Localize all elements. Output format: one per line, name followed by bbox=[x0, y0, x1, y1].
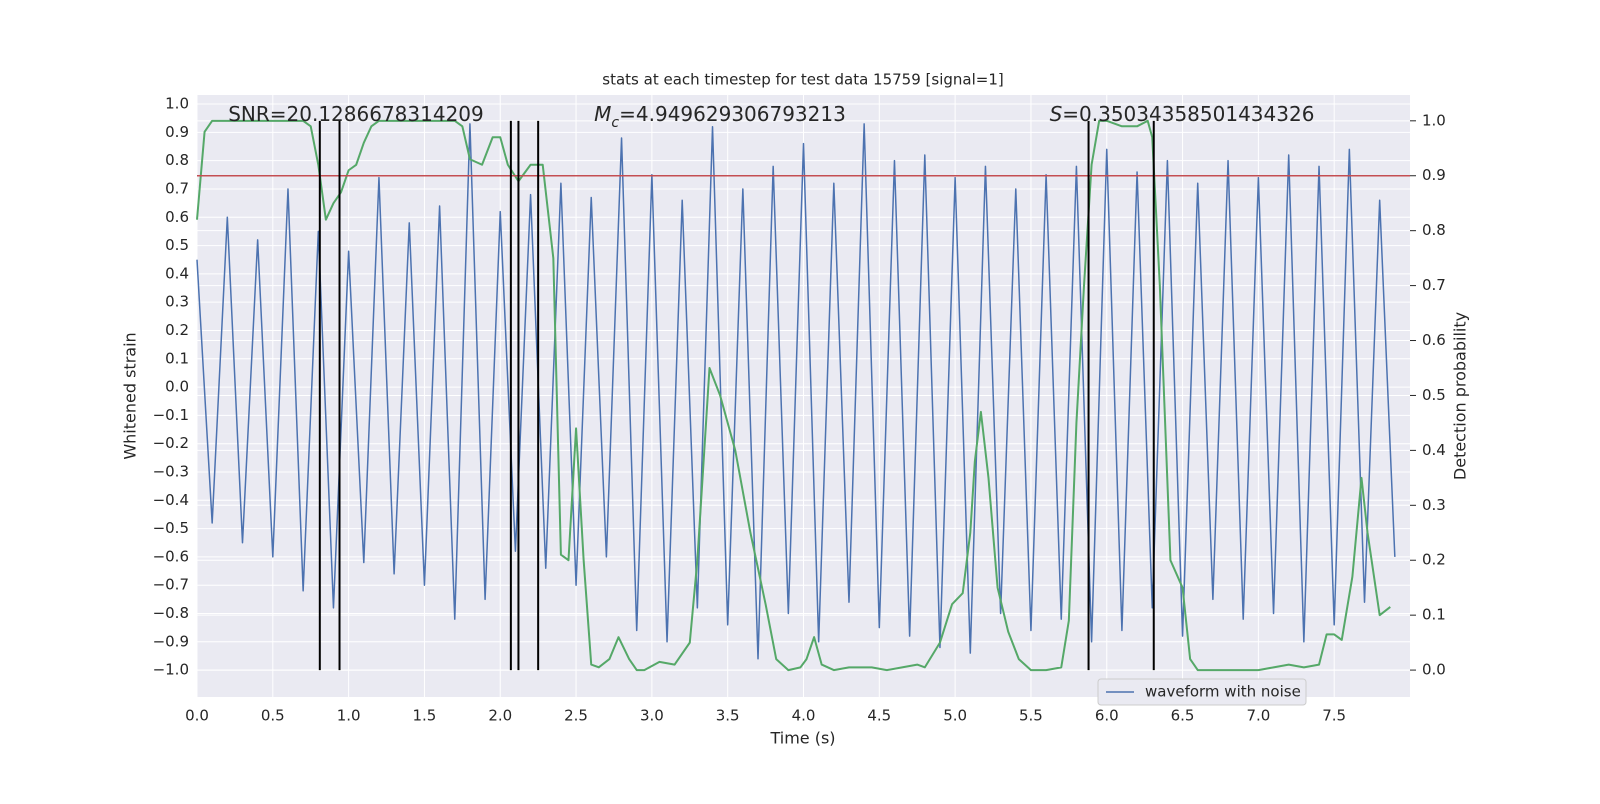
x-tick-label: 1.5 bbox=[413, 707, 437, 725]
x-tick-label: 1.0 bbox=[337, 707, 361, 725]
x-tick-label: 4.5 bbox=[867, 707, 891, 725]
y-tick-label: 0.0 bbox=[165, 378, 189, 396]
y-tick-label: −0.9 bbox=[153, 632, 189, 650]
series-line bbox=[196, 123, 1396, 660]
y-tick-label: −0.6 bbox=[153, 547, 189, 565]
x-tick-label: 4.0 bbox=[792, 707, 816, 725]
annotation: Mc=4.949629306793213 bbox=[594, 102, 846, 132]
annotation-subscript: c bbox=[611, 115, 619, 131]
y-tick-label: 0.1 bbox=[165, 349, 189, 367]
annotation: S=0.35034358501434326 bbox=[1050, 102, 1315, 126]
annotation-text: SNR=20.1286678314209 bbox=[228, 102, 484, 126]
x-tick-label: 5.0 bbox=[943, 707, 967, 725]
y2-tick-label: 0.3 bbox=[1422, 496, 1446, 514]
x-tick-label: 5.5 bbox=[1019, 707, 1043, 725]
series-line bbox=[196, 119, 1391, 672]
y-tick-label: −0.7 bbox=[153, 576, 189, 594]
y-tick-label: 0.7 bbox=[165, 179, 189, 197]
x-tick-label: 7.5 bbox=[1322, 707, 1346, 725]
y-tick-label: 0.5 bbox=[165, 236, 189, 254]
x-tick-label: 0.5 bbox=[261, 707, 285, 725]
y-tick-label: −0.2 bbox=[153, 434, 189, 452]
annotation-text: =4.949629306793213 bbox=[619, 102, 846, 126]
x-tick-label: 3.5 bbox=[716, 707, 740, 725]
annotation-symbol: S bbox=[1050, 102, 1063, 126]
y2-tick-label: 0.6 bbox=[1422, 331, 1446, 349]
y-tick-label: 0.9 bbox=[165, 123, 189, 141]
x-tick-label: 0.0 bbox=[185, 707, 209, 725]
y-tick-label: 0.2 bbox=[165, 321, 189, 339]
chart-title: stats at each timestep for test data 157… bbox=[602, 71, 1003, 89]
y2-tick-label: 0.4 bbox=[1422, 441, 1446, 459]
legend-box bbox=[1097, 678, 1307, 706]
legend-label: waveform with noise bbox=[1145, 683, 1301, 701]
y2-tick-label: 0.9 bbox=[1422, 166, 1446, 184]
y-tick-label: 1.0 bbox=[165, 95, 189, 113]
x-tick-label: 3.0 bbox=[640, 707, 664, 725]
y-tick-label: −0.3 bbox=[153, 462, 189, 480]
y-tick-label: 0.3 bbox=[165, 293, 189, 311]
x-tick-label: 6.5 bbox=[1171, 707, 1195, 725]
y2-tick-label: 1.0 bbox=[1422, 111, 1446, 129]
y-tick-label: 0.6 bbox=[165, 208, 189, 226]
y2-tick-label: 0.5 bbox=[1422, 386, 1446, 404]
y-tick-label: −1.0 bbox=[153, 661, 189, 679]
x-tick-label: 7.0 bbox=[1246, 707, 1270, 725]
y-tick-label: −0.8 bbox=[153, 604, 189, 622]
annotation: SNR=20.1286678314209 bbox=[228, 102, 484, 126]
y-axis-label: Whitened strain bbox=[121, 332, 140, 459]
y2-axis-label: Detection probability bbox=[1451, 312, 1470, 480]
y-tick-label: −0.1 bbox=[153, 406, 189, 424]
y2-tick-label: 0.1 bbox=[1422, 606, 1446, 624]
y2-tick-label: 0.7 bbox=[1422, 276, 1446, 294]
annotation-text: =0.35034358501434326 bbox=[1062, 102, 1314, 126]
y2-tick-label: 0.8 bbox=[1422, 221, 1446, 239]
y2-tick-label: 0.0 bbox=[1422, 661, 1446, 679]
y-tick-label: −0.4 bbox=[153, 491, 189, 509]
y2-tick-label: 0.2 bbox=[1422, 551, 1446, 569]
x-axis-label: Time (s) bbox=[769, 729, 835, 748]
y-tick-label: 0.8 bbox=[165, 151, 189, 169]
annotation-symbol: M bbox=[594, 102, 611, 126]
y-tick-label: 0.4 bbox=[165, 264, 189, 282]
x-tick-label: 2.0 bbox=[488, 707, 512, 725]
x-tick-label: 6.0 bbox=[1095, 707, 1119, 725]
y-tick-label: −0.5 bbox=[153, 519, 189, 537]
x-tick-label: 2.5 bbox=[564, 707, 588, 725]
